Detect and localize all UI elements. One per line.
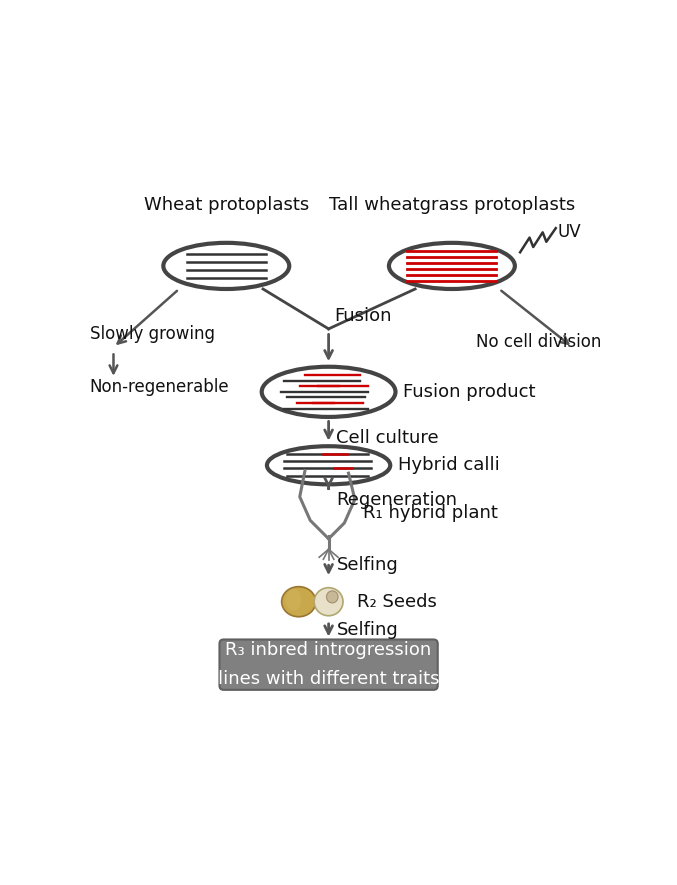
Ellipse shape [282,587,315,617]
Ellipse shape [314,588,343,616]
Text: UV: UV [558,223,582,242]
Text: Fusion: Fusion [334,307,391,325]
Text: R₁ hybrid plant: R₁ hybrid plant [363,504,498,521]
Text: Selfing: Selfing [336,621,398,639]
Text: Tall wheatgrass protoplasts: Tall wheatgrass protoplasts [329,196,575,214]
Text: Wheat protoplasts: Wheat protoplasts [144,196,309,214]
Text: Slowly growing: Slowly growing [90,325,215,343]
FancyBboxPatch shape [219,640,438,689]
Text: R₃ inbred introgression
lines with different traits: R₃ inbred introgression lines with diffe… [218,641,439,689]
Text: Hybrid calli: Hybrid calli [398,457,500,474]
Text: Non-regenerable: Non-regenerable [90,378,230,396]
Text: Selfing: Selfing [336,556,398,574]
Ellipse shape [326,591,338,603]
Text: Fusion product: Fusion product [403,383,536,401]
Text: No cell division: No cell division [476,333,601,351]
Text: Regeneration: Regeneration [336,491,458,509]
Text: R₂ Seeds: R₂ Seeds [357,593,437,611]
Text: Cell culture: Cell culture [336,429,439,447]
Ellipse shape [286,589,301,611]
